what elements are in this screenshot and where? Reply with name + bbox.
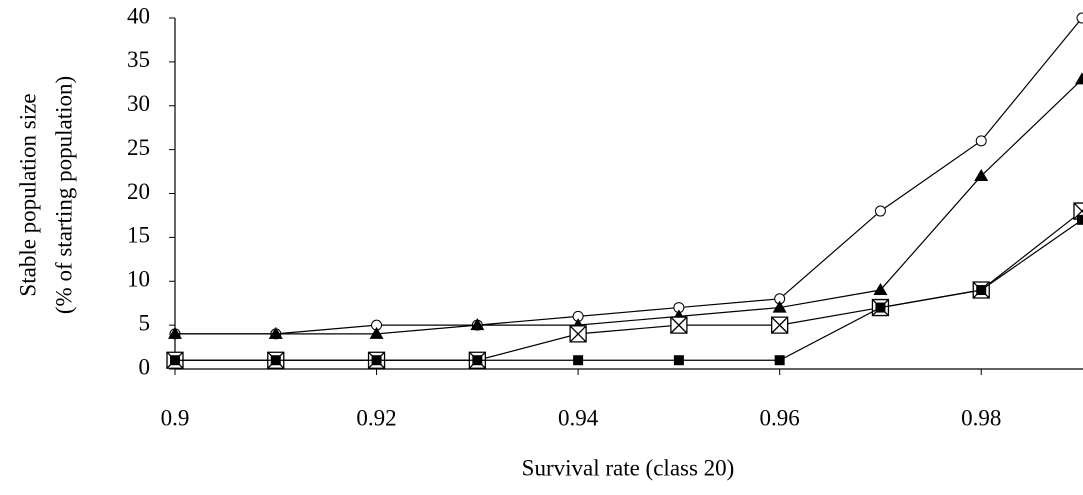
x-tick-label: 0.94 — [558, 405, 599, 430]
marker — [974, 168, 989, 181]
marker — [670, 316, 688, 334]
x-axis-title: Survival rate (class 20) — [522, 455, 735, 480]
y-tick-label: 35 — [127, 47, 150, 72]
marker — [270, 355, 281, 366]
x-tick-label: 0.9 — [161, 405, 190, 430]
marker — [1077, 214, 1083, 225]
series-line — [175, 219, 1083, 361]
marker — [673, 355, 684, 366]
marker — [772, 300, 787, 313]
marker — [774, 355, 785, 366]
marker — [573, 355, 584, 366]
marker — [975, 135, 987, 147]
marker — [1075, 72, 1083, 85]
marker — [875, 302, 886, 313]
y-tick-label: 40 — [127, 3, 150, 28]
x-tick-label: 0.96 — [760, 405, 800, 430]
series-line — [175, 17, 1083, 335]
marker — [369, 326, 384, 339]
x-tick-label: 0.98 — [961, 405, 1001, 430]
marker — [168, 326, 182, 339]
series-line — [175, 78, 1083, 335]
y-axis-title: Stable population size — [15, 93, 40, 296]
marker — [470, 318, 485, 331]
y-tick-label: 5 — [139, 310, 151, 335]
marker — [371, 355, 382, 366]
marker — [873, 283, 888, 296]
marker — [976, 285, 987, 296]
y-tick-label: 10 — [127, 267, 150, 292]
marker — [771, 316, 789, 334]
marker — [170, 355, 180, 366]
marker — [472, 355, 483, 366]
series-line — [175, 210, 1083, 361]
marker — [569, 325, 587, 343]
marker — [268, 326, 283, 339]
y-tick-label: 20 — [127, 179, 150, 204]
y-tick-label: 15 — [127, 223, 150, 248]
x-tick-label: 0.92 — [356, 405, 396, 430]
y-tick-label: 30 — [127, 91, 150, 116]
y-tick-label: 25 — [127, 135, 150, 160]
y-axis-title: (% of starting population) — [51, 76, 76, 314]
marker — [874, 205, 886, 217]
y-tick-label: 0 — [139, 354, 151, 379]
marker — [1076, 12, 1083, 24]
